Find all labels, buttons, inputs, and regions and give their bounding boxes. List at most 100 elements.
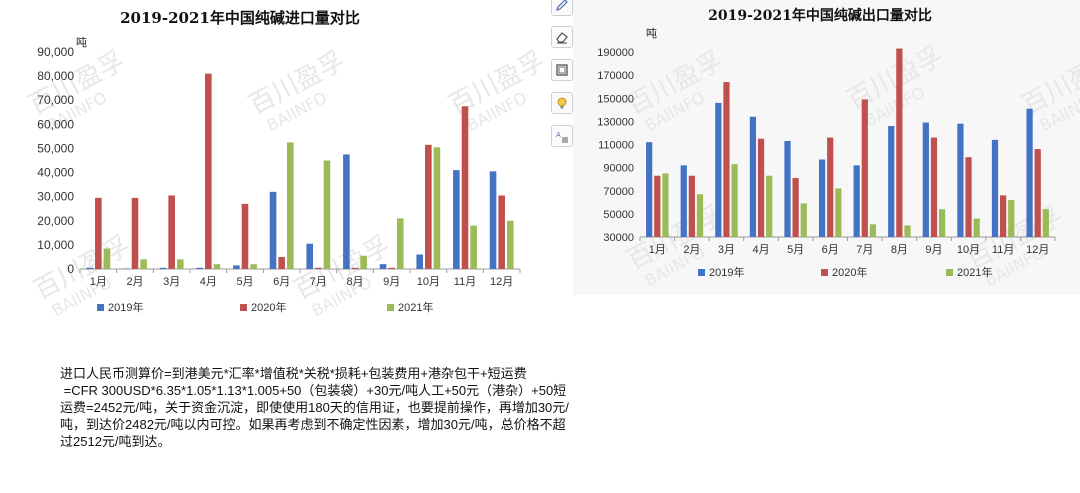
y-tick-label: 150000 <box>597 93 634 105</box>
bar <box>646 142 653 237</box>
bar <box>95 197 102 269</box>
bar <box>757 138 765 237</box>
y-tick-label: 90,000 <box>37 45 74 59</box>
import-unit-label: 吨 <box>76 36 87 49</box>
bar <box>1026 108 1033 237</box>
bar <box>888 126 895 237</box>
legend-swatch <box>240 304 247 311</box>
legend-swatch <box>97 304 104 311</box>
export-axes: 30000 50000 70000 90000 110000 130000 150000 17… <box>597 47 1056 256</box>
y-tick-label: 190000 <box>597 47 634 59</box>
y-tick-label: 60,000 <box>37 117 74 131</box>
bar <box>351 267 359 269</box>
bar <box>749 116 757 237</box>
bar <box>103 248 111 269</box>
bar <box>800 203 807 237</box>
y-tick-label: 30000 <box>603 232 634 244</box>
pen-icon[interactable] <box>551 0 573 16</box>
y-tick-label: 0 <box>67 262 74 276</box>
export-legend: 2019年 2020年 2021年 <box>698 265 992 279</box>
bar <box>965 157 972 237</box>
eraser-icon[interactable] <box>551 26 573 48</box>
y-tick-label: 40,000 <box>37 166 74 180</box>
legend-label: 2021年 <box>398 300 433 314</box>
frame-icon[interactable] <box>551 59 573 81</box>
bar <box>205 73 212 269</box>
x-tick-label: 1月 <box>649 244 666 256</box>
legend-swatch <box>821 269 828 276</box>
bar <box>425 144 432 269</box>
bar <box>453 170 460 269</box>
bar <box>360 255 367 269</box>
x-tick-label: 10月 <box>417 276 440 288</box>
bar <box>957 123 964 237</box>
x-tick-label: 9月 <box>925 244 942 256</box>
bar <box>853 165 860 237</box>
x-tick-label: 7月 <box>856 244 873 256</box>
y-tick-label: 90000 <box>603 163 634 175</box>
y-tick-label: 170000 <box>597 70 634 82</box>
bar <box>1042 209 1049 237</box>
bar <box>241 203 249 269</box>
legend-label: 2020年 <box>832 265 867 279</box>
y-tick-label: 70000 <box>603 186 634 198</box>
bar <box>159 267 167 269</box>
bar <box>723 82 730 237</box>
svg-text:A: A <box>556 131 561 139</box>
bar <box>861 99 868 237</box>
y-tick-label: 80,000 <box>37 69 74 83</box>
y-tick-label: 20,000 <box>37 214 74 228</box>
note-line: 过2512元/吨到达。 <box>60 434 171 449</box>
bar <box>930 137 938 237</box>
bar <box>869 224 877 237</box>
export-bars <box>646 48 1049 237</box>
legend-swatch <box>387 304 394 311</box>
x-tick-label: 3月 <box>163 276 180 288</box>
bar <box>1008 200 1015 237</box>
y-tick-label: 30,000 <box>37 190 74 204</box>
x-tick-label: 8月 <box>891 244 908 256</box>
bar <box>396 218 404 269</box>
translate-icon[interactable]: A <box>551 125 573 147</box>
bar <box>973 218 980 237</box>
lightbulb-icon[interactable] <box>551 92 573 114</box>
export-chart-panel: 百川盈孚 BAIINFO 百川盈孚 BAIINFO 百川盈孚 BAIINFO 百川盈孚 BAI… <box>573 0 1080 295</box>
bar <box>233 265 240 269</box>
bar <box>991 139 999 237</box>
bar <box>766 175 773 237</box>
y-tick-label: 110000 <box>598 140 634 152</box>
y-tick-label: 70,000 <box>37 93 74 107</box>
bar <box>306 243 314 269</box>
bar <box>1034 149 1041 237</box>
bar <box>416 254 424 269</box>
legend-label: 2020年 <box>251 300 286 314</box>
legend-label: 2021年 <box>957 265 992 279</box>
export-chart-title: 2019-2021年中国纯碱出口量对比 <box>708 7 932 24</box>
bar <box>315 267 322 269</box>
bar <box>896 48 903 237</box>
x-tick-label: 9月 <box>383 276 400 288</box>
bar <box>250 264 257 269</box>
x-tick-label: 5月 <box>236 276 253 288</box>
bar <box>792 178 799 237</box>
bar <box>696 194 704 237</box>
bar <box>123 268 130 269</box>
legend-swatch <box>946 269 953 276</box>
bar <box>323 160 331 269</box>
bar <box>922 122 929 237</box>
bar <box>433 147 441 269</box>
bar <box>269 191 277 269</box>
bar <box>662 173 669 237</box>
bar <box>715 102 722 237</box>
x-tick-label: 11月 <box>454 276 476 288</box>
bar <box>168 195 175 269</box>
note-line: 吨，到达价2482元/吨以内可控。如果再考虑到不确定性因素，增加30元/吨，总价… <box>60 417 566 432</box>
x-tick-label: 12月 <box>1026 244 1049 256</box>
bar <box>461 106 469 269</box>
x-tick-label: 1月 <box>90 276 107 288</box>
bar <box>86 267 94 269</box>
x-tick-label: 8月 <box>346 276 363 288</box>
import-chart-title: 2019-2021年中国纯碱进口量对比 <box>120 9 360 27</box>
import-legend: 2019年 2020年 2021年 <box>97 300 433 314</box>
x-tick-label: 6月 <box>822 244 839 256</box>
